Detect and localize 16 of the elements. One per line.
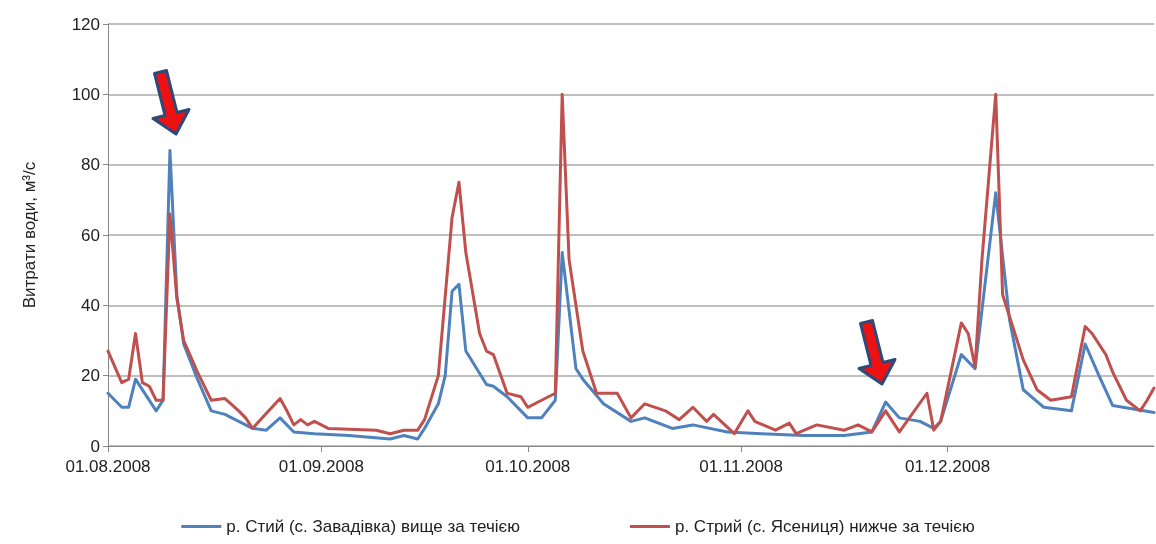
- y-tick-label: 0: [90, 436, 100, 456]
- line-series: [106, 92, 1156, 436]
- x-tick-label: 01.09.2008: [278, 457, 364, 476]
- legend-label: р. Стий (с. Завадівка) вище за течією: [226, 517, 521, 536]
- x-tick-label: 01.08.2008: [65, 457, 151, 476]
- y-tick-label: 40: [81, 295, 100, 315]
- y-tick-label: 20: [81, 366, 100, 386]
- x-tick-label: 01.12.2008: [905, 457, 991, 476]
- y-axis-title: Витрати води, м³/с: [20, 161, 39, 309]
- x-tick-label: 01.10.2008: [485, 457, 571, 476]
- legend-label: р. Стрий (с. Ясениця) нижче за течією: [674, 517, 975, 536]
- y-tick-label: 60: [81, 225, 100, 245]
- x-tick-label: 01.11.2008: [699, 457, 784, 476]
- y-tick-label: 100: [71, 84, 100, 104]
- y-tick-label: 80: [81, 155, 100, 175]
- y-tick-label: 120: [71, 14, 100, 34]
